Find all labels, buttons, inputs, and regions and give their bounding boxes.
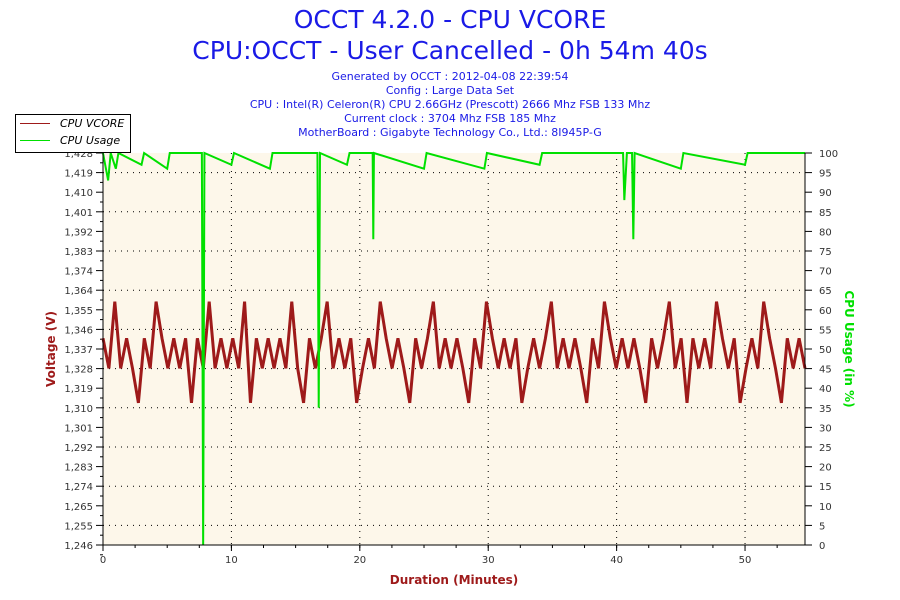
legend-label-vcore: CPU VCORE bbox=[60, 117, 125, 130]
y2-tick-label: 55 bbox=[819, 325, 832, 336]
info-cpu: CPU : Intel(R) Celeron(R) CPU 2.66GHz (P… bbox=[249, 98, 651, 111]
x-tick-label: 0 bbox=[100, 555, 106, 566]
legend-item-vcore: CPU VCORE bbox=[20, 117, 124, 130]
chart-title: OCCT 4.2.0 - CPU VCORE bbox=[293, 5, 607, 34]
y-tick-label: 1,410 bbox=[64, 188, 93, 199]
y2-tick-label: 60 bbox=[819, 306, 832, 317]
y2-tick-label: 40 bbox=[819, 384, 832, 395]
y2-tick-label: 75 bbox=[819, 247, 832, 258]
y-axis-label: Voltage (V) bbox=[44, 311, 58, 387]
x-tick-label: 20 bbox=[353, 555, 366, 566]
x-axis-label: Duration (Minutes) bbox=[390, 573, 518, 587]
info-clock: Current clock : 3704 Mhz FSB 185 Mhz bbox=[344, 112, 556, 125]
legend: CPU VCORE CPU Usage bbox=[15, 114, 131, 153]
y-tick-label: 1,383 bbox=[64, 247, 93, 258]
legend-swatch-usage bbox=[20, 140, 50, 141]
x-tick-label: 40 bbox=[610, 555, 623, 566]
y-tick-label: 1,292 bbox=[64, 443, 93, 454]
info-motherboard: MotherBoard : Gigabyte Technology Co., L… bbox=[298, 126, 602, 139]
info-generated: Generated by OCCT : 2012-04-08 22:39:54 bbox=[331, 70, 569, 83]
series-cpu-usage bbox=[102, 151, 805, 546]
y2-axis-label: CPU Usage (in %) bbox=[842, 290, 856, 407]
y2-tick-label: 5 bbox=[819, 521, 825, 532]
y-tick-label: 1,401 bbox=[64, 208, 93, 219]
info-config: Config : Large Data Set bbox=[385, 84, 515, 97]
y-tick-label: 1,428 bbox=[64, 149, 93, 160]
y2-tick-label: 85 bbox=[819, 208, 832, 219]
x-tick-label: 30 bbox=[482, 555, 495, 566]
y-tick-label: 1,255 bbox=[64, 521, 93, 532]
y2-tick-label: 90 bbox=[819, 188, 832, 199]
y-tick-label: 1,265 bbox=[64, 502, 93, 513]
series-cpu-vcore bbox=[101, 301, 807, 404]
y-tick-label: 1,310 bbox=[64, 404, 93, 415]
y-tick-label: 1,374 bbox=[64, 267, 93, 278]
y2-tick-label: 50 bbox=[819, 345, 832, 356]
legend-swatch-vcore bbox=[20, 123, 50, 124]
y2-tick-label: 95 bbox=[819, 169, 832, 180]
y-tick-label: 1,283 bbox=[64, 463, 93, 474]
y2-tick-label: 45 bbox=[819, 365, 832, 376]
x-tick-label: 50 bbox=[739, 555, 752, 566]
y-tick-label: 1,419 bbox=[64, 169, 93, 180]
y2-tick-label: 0 bbox=[819, 541, 825, 552]
legend-label-usage: CPU Usage bbox=[60, 134, 121, 147]
y-tick-label: 1,355 bbox=[64, 306, 93, 317]
y-tick-label: 1,364 bbox=[64, 286, 93, 297]
legend-item-usage: CPU Usage bbox=[20, 134, 120, 147]
y2-tick-label: 70 bbox=[819, 267, 832, 278]
y2-tick-label: 20 bbox=[819, 463, 832, 474]
y-tick-label: 1,246 bbox=[64, 541, 93, 552]
y2-tick-label: 30 bbox=[819, 423, 832, 434]
y-tick-label: 1,392 bbox=[64, 227, 93, 238]
y2-tick-label: 80 bbox=[819, 227, 832, 238]
y2-tick-label: 100 bbox=[819, 149, 838, 160]
y-tick-label: 1,337 bbox=[64, 345, 93, 356]
y-tick-label: 1,274 bbox=[64, 482, 93, 493]
y2-tick-label: 10 bbox=[819, 502, 832, 513]
x-tick-label: 10 bbox=[225, 555, 238, 566]
y-tick-label: 1,301 bbox=[64, 423, 93, 434]
y-tick-label: 1,346 bbox=[64, 325, 93, 336]
y-tick-label: 1,319 bbox=[64, 384, 93, 395]
y2-tick-label: 25 bbox=[819, 443, 832, 454]
y-tick-label: 1,328 bbox=[64, 365, 93, 376]
y2-tick-label: 65 bbox=[819, 286, 832, 297]
chart-subtitle: CPU:OCCT - User Cancelled - 0h 54m 40s bbox=[192, 36, 708, 65]
y2-tick-label: 35 bbox=[819, 404, 832, 415]
y2-tick-label: 15 bbox=[819, 482, 832, 493]
